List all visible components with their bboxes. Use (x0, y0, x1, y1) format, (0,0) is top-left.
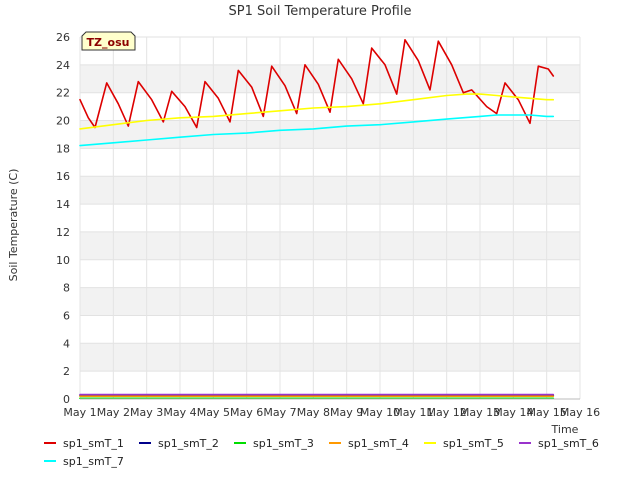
x-tick-label: May 13 (460, 406, 500, 419)
legend-item-sp1-smT-4: sp1_smT_4 (329, 437, 409, 450)
grid-band (80, 287, 580, 316)
legend: sp1_smT_1 sp1_smT_2 sp1_smT_3 sp1_smT_4 sp1_… (44, 437, 599, 468)
x-tick-label: May 9 (330, 406, 363, 419)
x-tick-label: May 12 (427, 406, 467, 419)
series-line-sp1-smT-7 (79, 114, 555, 147)
x-axis-label: Time (551, 423, 579, 436)
legend-label: sp1_smT_4 (348, 437, 409, 450)
y-tick-label: 22 (56, 87, 70, 100)
legend-label: sp1_smT_5 (443, 437, 504, 450)
legend-item-sp1-smT-6: sp1_smT_6 (519, 437, 599, 450)
legend-label: sp1_smT_6 (538, 437, 599, 450)
y-axis-label: Soil Temperature (C) (7, 169, 20, 282)
station-badge-box (81, 31, 136, 51)
grid-band (80, 64, 580, 93)
x-tick-label: May 16 (560, 406, 600, 419)
y-gridlines (80, 36, 580, 400)
y-tick-label: 18 (56, 142, 70, 155)
x-tick-label: May 5 (197, 406, 230, 419)
x-tick-label: May 3 (130, 406, 163, 419)
grid-band (80, 148, 580, 177)
x-tick-label: May 7 (263, 406, 296, 419)
grid-band (80, 37, 580, 65)
y-tick-label: 8 (63, 282, 70, 295)
x-tick-label: May 6 (230, 406, 263, 419)
station-badge: TZ_osu (81, 31, 136, 51)
grid-band (80, 120, 580, 149)
legend-item-sp1-smT-3: sp1_smT_3 (234, 437, 314, 450)
legend-label: sp1_smT_1 (63, 437, 124, 450)
y-tick-label: 6 (63, 309, 70, 322)
y-tick-label: 0 (63, 393, 70, 406)
x-tick-labels: May 1 May 2 May 3 May 4 May 5 May 6 May 7 May 8… (63, 406, 600, 419)
legend-label: sp1_smT_7 (63, 455, 124, 468)
grid-band (80, 204, 580, 232)
plot-lines (79, 38, 555, 400)
x-tick-label: May 14 (493, 406, 533, 419)
y-tick-label: 4 (63, 337, 70, 350)
y-tick-label: 10 (56, 254, 70, 267)
x-tick-label: May 8 (297, 406, 330, 419)
x-gridlines (79, 37, 581, 399)
station-badge-label: TZ_osu (87, 36, 130, 49)
legend-label: sp1_smT_3 (253, 437, 314, 450)
grid-band (80, 343, 580, 372)
y-tick-label: 24 (56, 59, 70, 72)
legend-item-sp1-smT-2: sp1_smT_2 (139, 437, 219, 450)
x-tick-label: May 1 (63, 406, 96, 419)
series-line-sp1-smT-5 (79, 93, 555, 130)
series-line-sp1-smT-1 (79, 38, 555, 129)
grid-band (80, 231, 580, 260)
grid-band (80, 259, 580, 288)
grid-band (80, 315, 580, 344)
y-tick-label: 12 (56, 226, 70, 239)
x-tick-label: May 15 (527, 406, 567, 419)
x-tick-label: May 10 (360, 406, 400, 419)
legend-label: sp1_smT_2 (158, 437, 219, 450)
legend-item-sp1-smT-1: sp1_smT_1 (44, 437, 124, 450)
x-tick-label: May 11 (393, 406, 433, 419)
chart-title: SP1 Soil Temperature Profile (229, 4, 412, 19)
x-tick-label: May 2 (97, 406, 130, 419)
y-tick-label: 20 (56, 115, 70, 128)
legend-item-sp1-smT-7: sp1_smT_7 (44, 455, 124, 468)
y-tick-label: 26 (56, 31, 70, 44)
grid-bands (80, 37, 580, 399)
legend-item-sp1-smT-5: sp1_smT_5 (424, 437, 504, 450)
y-tick-label: 16 (56, 170, 70, 183)
x-tick-label: May 4 (163, 406, 196, 419)
grid-band (80, 176, 580, 205)
y-tick-label: 2 (63, 365, 70, 378)
y-tick-label: 14 (56, 198, 70, 211)
